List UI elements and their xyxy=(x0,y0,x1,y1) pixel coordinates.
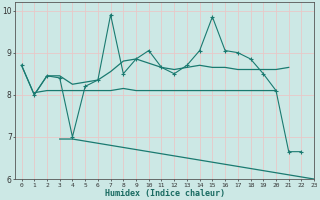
X-axis label: Humidex (Indice chaleur): Humidex (Indice chaleur) xyxy=(105,189,225,198)
